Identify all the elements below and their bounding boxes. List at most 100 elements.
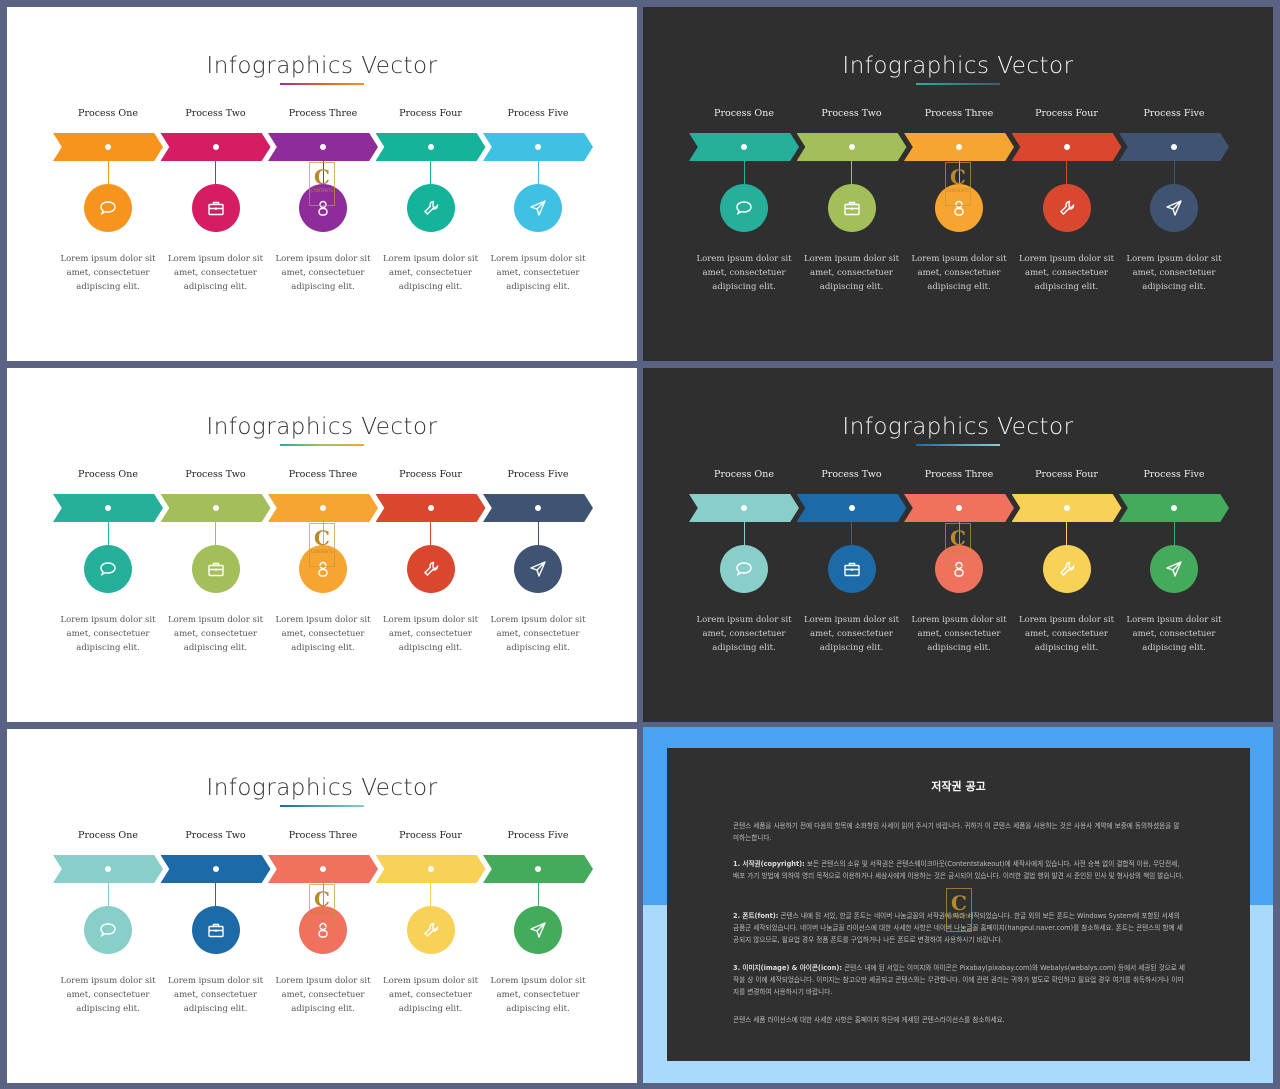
description-line: amet, consectetuer bbox=[917, 268, 1001, 278]
description-line: amet, consectetuer bbox=[174, 268, 257, 278]
description-line: Lorem ipsum dolor sit bbox=[490, 976, 586, 986]
step-circle bbox=[299, 545, 347, 593]
description-line: amet, consectetuer bbox=[389, 629, 472, 639]
step-circle bbox=[84, 906, 132, 954]
title-underline bbox=[916, 83, 1000, 85]
description-line: adipiscing elit. bbox=[183, 643, 248, 653]
step-dot bbox=[956, 505, 962, 511]
process-step: Process Three Lorem ipsum dolor sit amet, … bbox=[904, 7, 1014, 361]
description-line: adipiscing elit. bbox=[506, 1004, 570, 1014]
title-underline bbox=[280, 805, 364, 807]
description-line: Lorem ipsum dolor sit bbox=[167, 254, 264, 264]
process-step: Process Five Lorem ipsum dolor sit amet, c… bbox=[1119, 7, 1229, 361]
description-line: Lorem ipsum dolor sit bbox=[60, 254, 156, 264]
description-line: amet, consectetuer bbox=[281, 268, 365, 278]
watermark-badge: C CONTENTS bbox=[309, 162, 335, 206]
process-label: Process Three bbox=[288, 830, 358, 841]
description-line: Lorem ipsum dolor sit bbox=[696, 615, 792, 625]
step-dot bbox=[427, 866, 434, 872]
description-line: Lorem ipsum dolor sit bbox=[275, 615, 371, 625]
step-circle bbox=[720, 545, 768, 593]
notice-font-body: 콘텐스 내에 된 서있, 한글 폰트는 네이버 나눔글꼴의 서작권에 따라 세작… bbox=[733, 912, 1183, 944]
step-circle bbox=[191, 906, 240, 954]
description-line: adipiscing elit. bbox=[1142, 643, 1206, 653]
description-line: adipiscing elit. bbox=[506, 282, 570, 292]
notice-intro: 콘텐스 세품을 사용하기 전에 다음의 항목에 소화형된 사세이 읽어 주시기 … bbox=[733, 822, 1180, 842]
title-underline bbox=[916, 444, 1000, 446]
process-label: Process Two bbox=[185, 469, 246, 480]
process-label: Process One bbox=[78, 469, 138, 480]
notice-image-paragraph: 3. 이미지(image) & 아이콘(icon): 콘텐스 내에 된 서있는 … bbox=[733, 962, 1185, 998]
watermark-letter: C bbox=[314, 526, 330, 550]
step-description: Lorem ipsum dolor sit amet, consectetuer a… bbox=[161, 252, 271, 294]
description-line: adipiscing elit. bbox=[183, 282, 248, 292]
watermark-text: CONTENTS bbox=[948, 914, 970, 919]
step-circle bbox=[406, 906, 455, 954]
process-step: Process Three Lorem ipsum dolor sit amet, … bbox=[268, 729, 378, 1083]
step-circle bbox=[935, 545, 983, 593]
step-dot bbox=[956, 144, 962, 150]
step-dot bbox=[848, 505, 855, 511]
connector-line bbox=[537, 872, 539, 906]
step-description: Lorem ipsum dolor sit amet, consectetuer a… bbox=[268, 974, 378, 1016]
step-description: Lorem ipsum dolor sit amet, consectetuer a… bbox=[1119, 252, 1229, 294]
step-dot bbox=[1063, 144, 1070, 150]
description-line: amet, consectetuer bbox=[702, 629, 786, 639]
description-line: amet, consectetuer bbox=[1132, 629, 1216, 639]
process-label: Process Four bbox=[1035, 469, 1098, 480]
process-label: Process Two bbox=[821, 108, 882, 119]
step-circle bbox=[935, 184, 983, 232]
description-line: adipiscing elit. bbox=[712, 643, 776, 653]
step-circle bbox=[720, 184, 768, 232]
process-step: Process Three Lorem ipsum dolor sit amet, … bbox=[268, 368, 378, 722]
step-circle bbox=[514, 906, 562, 954]
step-dot bbox=[535, 144, 541, 150]
step-description: Lorem ipsum dolor sit amet, consectetuer a… bbox=[161, 974, 271, 1016]
connector-line bbox=[215, 872, 216, 906]
notice-title: 저작권 공고 bbox=[931, 780, 986, 793]
slide-thumbnail[interactable]: Infographics Vector Process One Lorem ipsu… bbox=[7, 368, 637, 722]
process-label: Process Three bbox=[924, 108, 994, 119]
connector-line bbox=[430, 511, 431, 545]
step-circle bbox=[84, 545, 132, 593]
process-step: Process One Lorem ipsum dolor sit amet, co… bbox=[53, 368, 163, 722]
step-dot bbox=[212, 505, 219, 511]
watermark-text: CONTENTS bbox=[311, 188, 333, 193]
connector-line bbox=[430, 872, 431, 906]
connector-line bbox=[107, 511, 109, 545]
step-circle bbox=[1042, 545, 1091, 593]
step-dot bbox=[105, 505, 111, 511]
process-label: Process Five bbox=[507, 108, 569, 119]
step-description: Lorem ipsum dolor sit amet, consectetuer a… bbox=[904, 252, 1014, 294]
step-circle bbox=[1042, 184, 1091, 232]
description-line: Lorem ipsum dolor sit bbox=[490, 615, 586, 625]
watermark-letter: C bbox=[950, 526, 966, 550]
process-label: Process Five bbox=[1143, 469, 1205, 480]
process-label: Process Four bbox=[399, 469, 462, 480]
step-description: Lorem ipsum dolor sit amet, consectetuer a… bbox=[797, 252, 907, 294]
description-line: amet, consectetuer bbox=[1025, 629, 1108, 639]
description-line: Lorem ipsum dolor sit bbox=[167, 615, 264, 625]
process-step: Process One Lorem ipsum dolor sit amet, co… bbox=[689, 7, 799, 361]
step-circle bbox=[191, 184, 240, 232]
connector-line bbox=[107, 150, 109, 184]
process-label: Process Five bbox=[1143, 108, 1205, 119]
description-line: adipiscing elit. bbox=[1034, 282, 1099, 292]
description-line: adipiscing elit. bbox=[76, 643, 140, 653]
slide-thumbnail[interactable]: Infographics Vector Process One Lorem ipsu… bbox=[643, 7, 1273, 361]
slide-thumbnail[interactable]: Infographics Vector Process One Lorem ipsu… bbox=[643, 368, 1273, 722]
copyright-notice-slide[interactable]: 저작권 공고 콘텐스 세품을 사용하기 전에 다음의 항목에 소화형된 사세이 … bbox=[643, 727, 1273, 1083]
process-label: Process Three bbox=[288, 469, 358, 480]
slide-title: Infographics Vector bbox=[206, 414, 438, 440]
description-line: adipiscing elit. bbox=[398, 1004, 463, 1014]
notice-copyright-paragraph: 1. 서작권(copyright): 보든 콘텐스의 소유 및 서작권은 콘텐스… bbox=[733, 858, 1185, 882]
slide-thumbnail[interactable]: Infographics Vector Process One Lorem ipsu… bbox=[7, 7, 637, 361]
watermark-text: CONTENTS bbox=[311, 910, 333, 915]
description-line: Lorem ipsum dolor sit bbox=[167, 976, 264, 986]
step-description: Lorem ipsum dolor sit amet, consectetuer a… bbox=[1119, 613, 1229, 655]
process-step: Process Four Lorem ipsum dolor sit amet, c… bbox=[1011, 368, 1122, 722]
description-line: Lorem ipsum dolor sit bbox=[1018, 615, 1115, 625]
slide-thumbnail[interactable]: Infographics Vector Process One Lorem ipsu… bbox=[7, 729, 637, 1083]
description-line: Lorem ipsum dolor sit bbox=[1126, 254, 1222, 264]
process-step: Process Five Lorem ipsum dolor sit amet, c… bbox=[483, 368, 593, 722]
